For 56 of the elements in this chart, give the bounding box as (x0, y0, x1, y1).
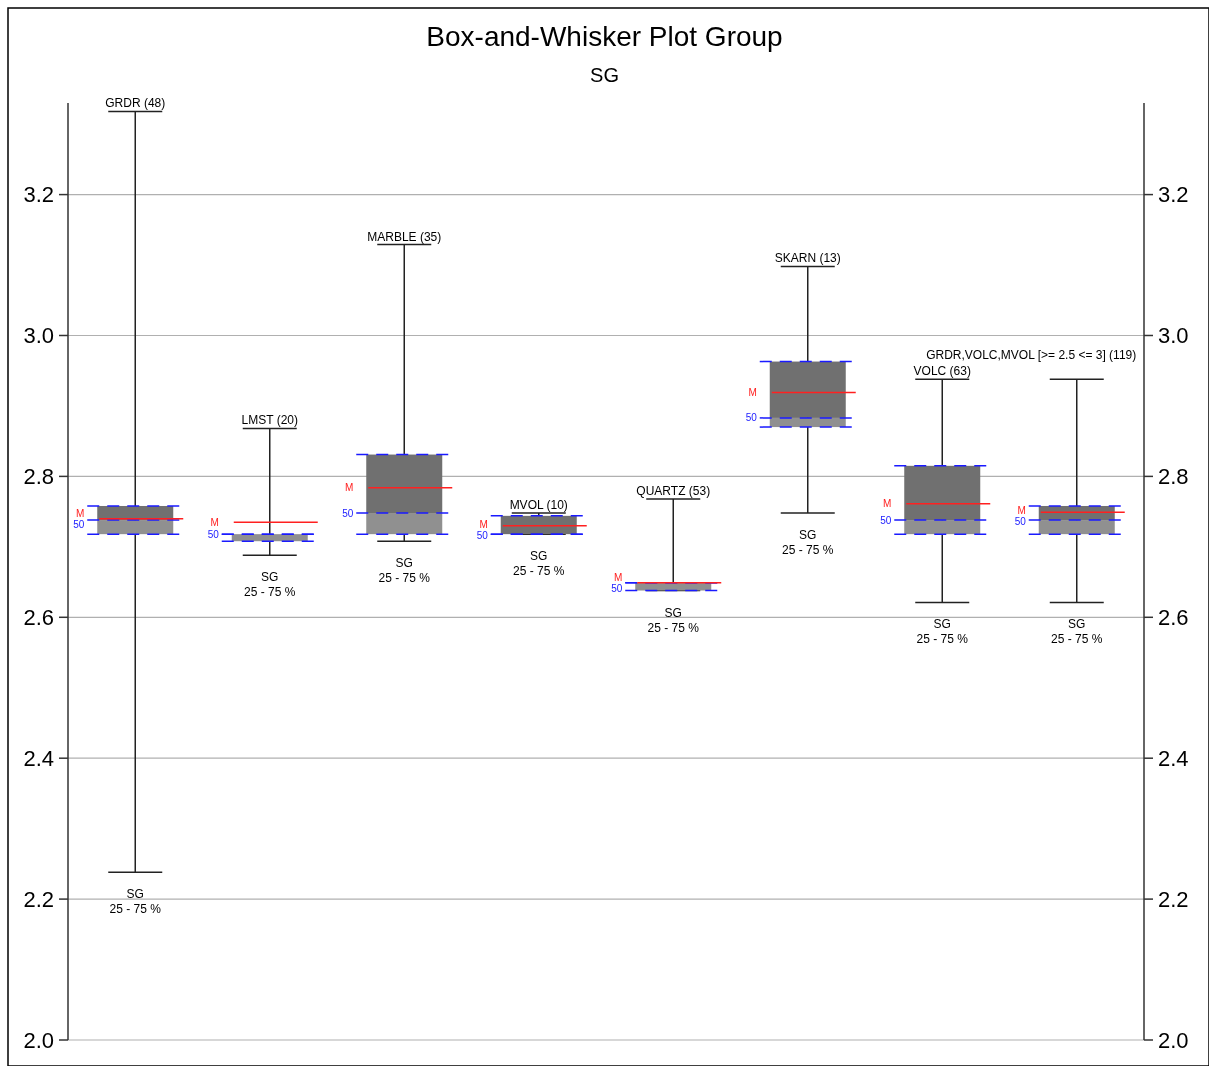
y-tick-label: 3.0 (23, 323, 54, 349)
annotation: M (75, 508, 85, 520)
text: 50 (745, 412, 757, 424)
y-tick-label: 2.6 (23, 604, 54, 630)
y2-tick-label: 3.2 (1158, 182, 1189, 208)
x-tick-label: VOLC (63) (913, 364, 971, 379)
annotation: 25 - 75 % (109, 902, 162, 917)
annotation: 25 - 75 % (244, 585, 296, 600)
text: M (613, 571, 623, 583)
annotation: 25 - 75 % (513, 564, 565, 579)
text: 50 (342, 507, 354, 519)
annotation: SG (261, 570, 279, 585)
annotation: SG (799, 528, 817, 543)
y2-tick-label: 3.0 (1158, 323, 1189, 349)
y2-tick-label: 2.6 (1158, 604, 1189, 630)
annotation: SG (933, 617, 951, 632)
annotation: SG (126, 887, 144, 902)
text: M (882, 498, 892, 510)
annotation: 50 (73, 519, 85, 531)
text: M (748, 387, 757, 399)
y-tick-label: 2.0 (23, 1027, 54, 1053)
annotation: SG (1068, 617, 1086, 632)
annotation: 25 - 75 % (916, 632, 969, 647)
annotation: 25 - 75 % (782, 543, 834, 558)
text: M (210, 516, 219, 528)
y2-tick-label: 2.4 (1158, 745, 1189, 771)
annotation: SG (395, 556, 413, 571)
x-tick-label: SKARN (13) (774, 251, 841, 266)
y-tick-label: 3.2 (23, 182, 54, 208)
x-tick-label: LMST (20) (241, 413, 298, 428)
annotation: 25 - 75 % (1051, 632, 1103, 647)
chart-subtitle: SG (590, 64, 619, 86)
y2-tick-label: 2.8 (1158, 464, 1189, 490)
text: 50 (476, 529, 488, 541)
y-tick-label: 2.2 (23, 886, 54, 912)
annotation: 25 - 75 % (647, 620, 700, 635)
x-tick-label: QUARTZ (53) (636, 483, 711, 498)
text: 50 (207, 528, 219, 540)
text: 50 (1014, 516, 1026, 528)
y2-tick-label: 2.2 (1158, 886, 1189, 912)
text: M (479, 518, 488, 530)
y-tick-label: 2.8 (23, 464, 54, 490)
annotation: SG (664, 605, 682, 620)
x-tick-label: MARBLE (35) (367, 229, 442, 244)
text: 50 (880, 514, 892, 526)
text: M (344, 482, 354, 494)
x-tick-label: MVOL (10) (509, 498, 568, 513)
y2-tick-label: 2.0 (1158, 1027, 1189, 1053)
y-tick-label: 2.4 (23, 745, 54, 771)
text: M (1017, 505, 1026, 517)
x-tick-label: GRDR (48) (105, 96, 166, 111)
text: 50 (611, 582, 623, 594)
chart-title: Box-and-Whisker Plot Group (426, 21, 783, 52)
x-tick-label: GRDR,VOLC,MVOL [>= 2.5 <= 3] (119) (926, 348, 1137, 363)
annotation: SG (530, 549, 548, 564)
annotation: 25 - 75 % (378, 571, 431, 586)
